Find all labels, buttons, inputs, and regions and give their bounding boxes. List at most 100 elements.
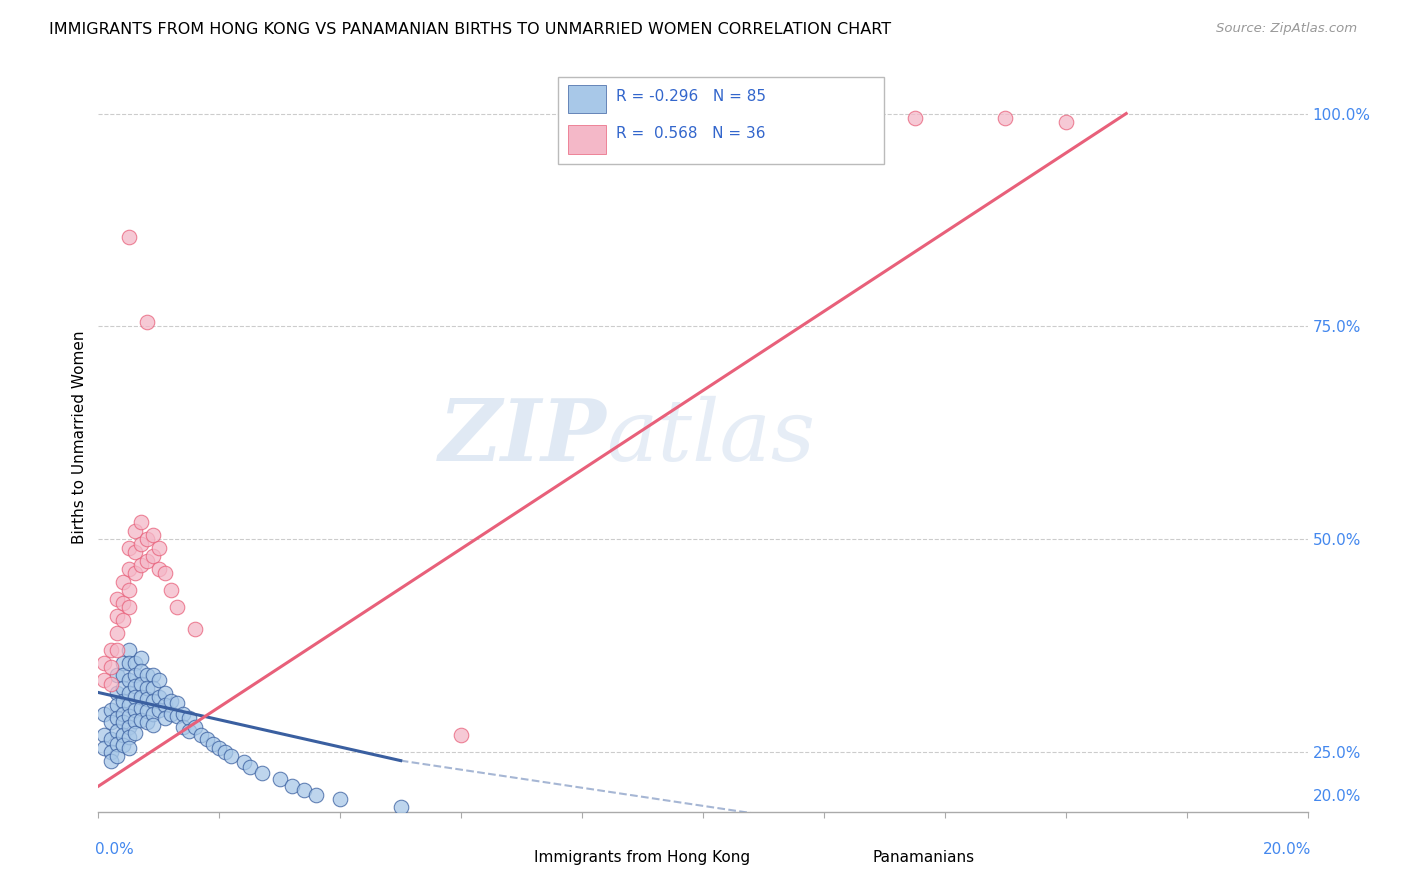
Point bbox=[105, 685, 128, 699]
Point bbox=[142, 528, 165, 542]
FancyBboxPatch shape bbox=[824, 851, 860, 871]
Point bbox=[135, 692, 157, 706]
Point bbox=[118, 685, 141, 699]
Point bbox=[994, 111, 1017, 125]
Point bbox=[124, 668, 146, 682]
Point bbox=[124, 714, 146, 728]
Point bbox=[184, 720, 207, 734]
Point bbox=[105, 608, 128, 623]
Point bbox=[166, 600, 188, 615]
Point bbox=[100, 754, 122, 768]
Point bbox=[124, 545, 146, 559]
Point bbox=[105, 668, 128, 682]
Point bbox=[124, 702, 146, 716]
Point bbox=[111, 715, 134, 730]
Point bbox=[105, 591, 128, 606]
Point bbox=[93, 740, 115, 755]
Point bbox=[239, 760, 262, 774]
Point bbox=[129, 536, 152, 550]
Point bbox=[118, 643, 141, 657]
Point bbox=[118, 740, 141, 755]
Text: Immigrants from Hong Kong: Immigrants from Hong Kong bbox=[534, 850, 749, 865]
Point bbox=[135, 715, 157, 730]
Point bbox=[124, 524, 146, 538]
FancyBboxPatch shape bbox=[558, 78, 884, 163]
Point bbox=[135, 315, 157, 329]
Point bbox=[172, 720, 194, 734]
Point bbox=[129, 713, 152, 727]
Text: Panamanians: Panamanians bbox=[872, 850, 974, 865]
Point bbox=[111, 681, 134, 696]
Point bbox=[184, 622, 207, 636]
Point bbox=[160, 583, 183, 598]
FancyBboxPatch shape bbox=[568, 85, 606, 113]
Point bbox=[105, 698, 128, 713]
Point bbox=[105, 643, 128, 657]
Text: atlas: atlas bbox=[606, 396, 815, 478]
Point bbox=[124, 656, 146, 670]
Text: R =  0.568   N = 36: R = 0.568 N = 36 bbox=[616, 126, 765, 141]
Text: IMMIGRANTS FROM HONG KONG VS PANAMANIAN BIRTHS TO UNMARRIED WOMEN CORRELATION CH: IMMIGRANTS FROM HONG KONG VS PANAMANIAN … bbox=[49, 22, 891, 37]
Point bbox=[124, 679, 146, 693]
Point bbox=[129, 701, 152, 715]
Point bbox=[389, 800, 412, 814]
Point bbox=[118, 698, 141, 713]
Point bbox=[129, 558, 152, 572]
Point bbox=[160, 694, 183, 708]
Point bbox=[100, 643, 122, 657]
Point bbox=[100, 702, 122, 716]
Point bbox=[142, 668, 165, 682]
Point bbox=[111, 656, 134, 670]
Point bbox=[172, 706, 194, 721]
Point bbox=[221, 749, 243, 764]
Point bbox=[135, 681, 157, 696]
Point bbox=[153, 711, 176, 725]
FancyBboxPatch shape bbox=[568, 126, 606, 153]
Point bbox=[153, 566, 176, 581]
Point bbox=[135, 533, 157, 547]
Point bbox=[118, 562, 141, 576]
Point bbox=[100, 660, 122, 674]
Point bbox=[100, 715, 122, 730]
Point bbox=[179, 723, 201, 738]
Point bbox=[153, 685, 176, 699]
Point bbox=[111, 739, 134, 753]
Point bbox=[100, 677, 122, 691]
Point bbox=[190, 728, 212, 742]
Point bbox=[1054, 115, 1077, 129]
Point bbox=[118, 583, 141, 598]
Point bbox=[148, 690, 170, 704]
Point bbox=[292, 783, 315, 797]
Point bbox=[148, 562, 170, 576]
Point bbox=[93, 728, 115, 742]
Point bbox=[105, 737, 128, 751]
Text: 0.0%: 0.0% bbox=[94, 842, 134, 856]
Point bbox=[281, 779, 304, 793]
FancyBboxPatch shape bbox=[485, 851, 522, 871]
Point bbox=[124, 726, 146, 740]
Point bbox=[202, 737, 225, 751]
Point bbox=[118, 730, 141, 744]
Point bbox=[118, 673, 141, 687]
Point bbox=[450, 728, 472, 742]
Point bbox=[135, 668, 157, 682]
Point bbox=[100, 732, 122, 747]
Point bbox=[148, 541, 170, 555]
Point bbox=[124, 690, 146, 704]
Point bbox=[129, 664, 152, 679]
Point bbox=[129, 690, 152, 704]
Point bbox=[166, 696, 188, 710]
Point bbox=[105, 711, 128, 725]
Point bbox=[100, 745, 122, 759]
Text: Source: ZipAtlas.com: Source: ZipAtlas.com bbox=[1216, 22, 1357, 36]
Point bbox=[250, 766, 273, 780]
Point bbox=[129, 677, 152, 691]
Point bbox=[118, 541, 141, 555]
Point bbox=[142, 706, 165, 721]
Point bbox=[111, 728, 134, 742]
Point bbox=[142, 718, 165, 732]
Point bbox=[118, 720, 141, 734]
Point bbox=[329, 792, 352, 806]
Text: 20.0%: 20.0% bbox=[1263, 842, 1312, 856]
Point bbox=[111, 596, 134, 610]
